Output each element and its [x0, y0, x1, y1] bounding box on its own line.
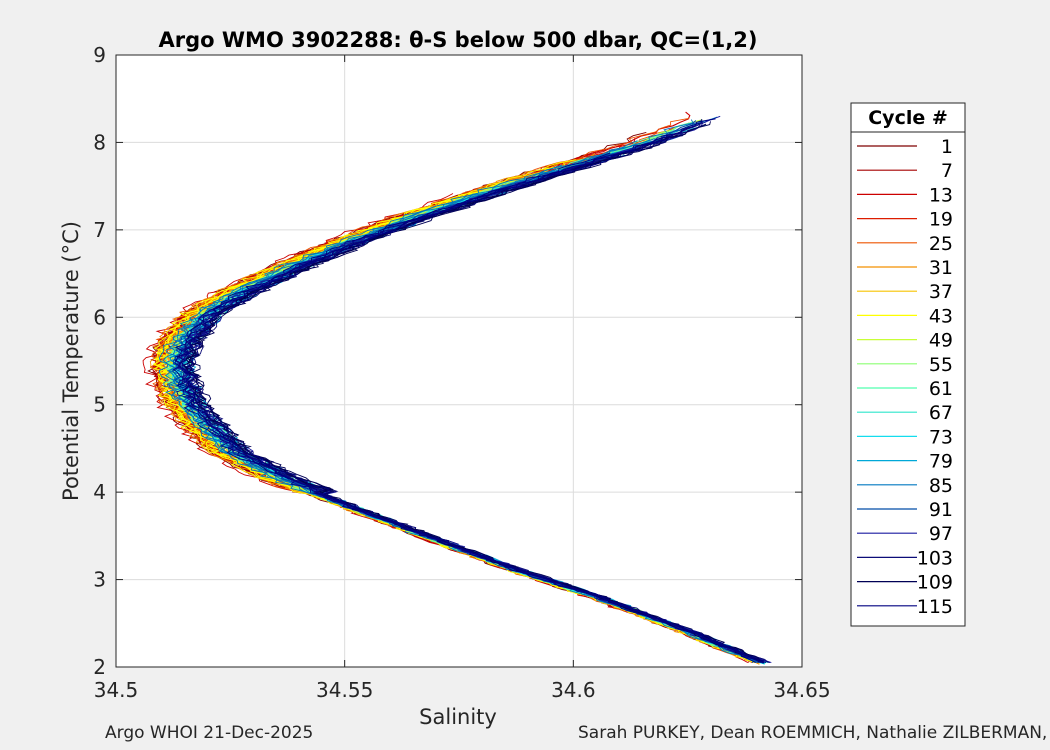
- legend-label-61: 61: [929, 378, 953, 400]
- plot-area: [116, 55, 802, 667]
- legend-label-85: 85: [929, 475, 953, 497]
- legend-label-37: 37: [929, 281, 953, 303]
- legend-label-13: 13: [929, 184, 953, 206]
- axis-ticks: 34.5 34.55 34.6 34.65 2 3 4 5 6 7 8 9: [93, 43, 830, 702]
- x-tick-label: 34.5: [94, 678, 139, 702]
- series-line-cycle-103-repeat: [185, 147, 769, 663]
- footer-credits: Sarah PURKEY, Dean ROEMMICH, Nathalie ZI…: [578, 723, 1050, 743]
- legend-label-49: 49: [929, 330, 953, 352]
- legend-box: [850, 102, 966, 627]
- footer-source-date: Argo WHOI 21-Dec-2025: [105, 723, 314, 743]
- y-tick-label: 9: [93, 43, 106, 67]
- y-tick-label: 8: [93, 130, 106, 154]
- x-tick-label: 34.6: [551, 678, 596, 702]
- x-axis-label: Salinity: [419, 705, 497, 729]
- legend-label-31: 31: [929, 257, 953, 279]
- y-tick-label: 2: [93, 655, 106, 679]
- legend-label-91: 91: [929, 499, 953, 521]
- legend-label-97: 97: [929, 523, 953, 545]
- legend-label-115: 115: [917, 596, 953, 618]
- legend-label-7: 7: [941, 160, 953, 182]
- chart-title: Argo WMO 3902288: θ-S below 500 dbar, QC…: [159, 28, 758, 52]
- series-group: [142, 111, 772, 665]
- y-tick-label: 4: [93, 480, 106, 504]
- y-axis-label: Potential Temperature (°C): [59, 221, 83, 501]
- y-tick-label: 3: [93, 568, 106, 592]
- y-tick-label: 5: [93, 393, 106, 417]
- legend-label-67: 67: [929, 402, 953, 424]
- legend-label-1: 1: [941, 136, 953, 158]
- legend-label-73: 73: [929, 426, 953, 448]
- y-tick-label: 7: [93, 218, 106, 242]
- legend-label-19: 19: [929, 209, 953, 231]
- legend-title: Cycle #: [868, 107, 948, 129]
- axes-frame: [115, 54, 803, 668]
- legend-label-43: 43: [929, 305, 953, 327]
- legend-label-109: 109: [917, 572, 953, 594]
- legend-label-55: 55: [929, 354, 953, 376]
- legend-label-25: 25: [929, 233, 953, 255]
- x-tick-label: 34.65: [773, 678, 830, 702]
- legend-label-103: 103: [917, 547, 953, 569]
- x-tick-label: 34.55: [316, 678, 373, 702]
- y-tick-label: 6: [93, 305, 106, 329]
- legend: Cycle #171319253137434955616773798591971…: [850, 102, 966, 627]
- legend-label-79: 79: [929, 451, 953, 473]
- series-line-cycle-115-repeat: [183, 135, 771, 664]
